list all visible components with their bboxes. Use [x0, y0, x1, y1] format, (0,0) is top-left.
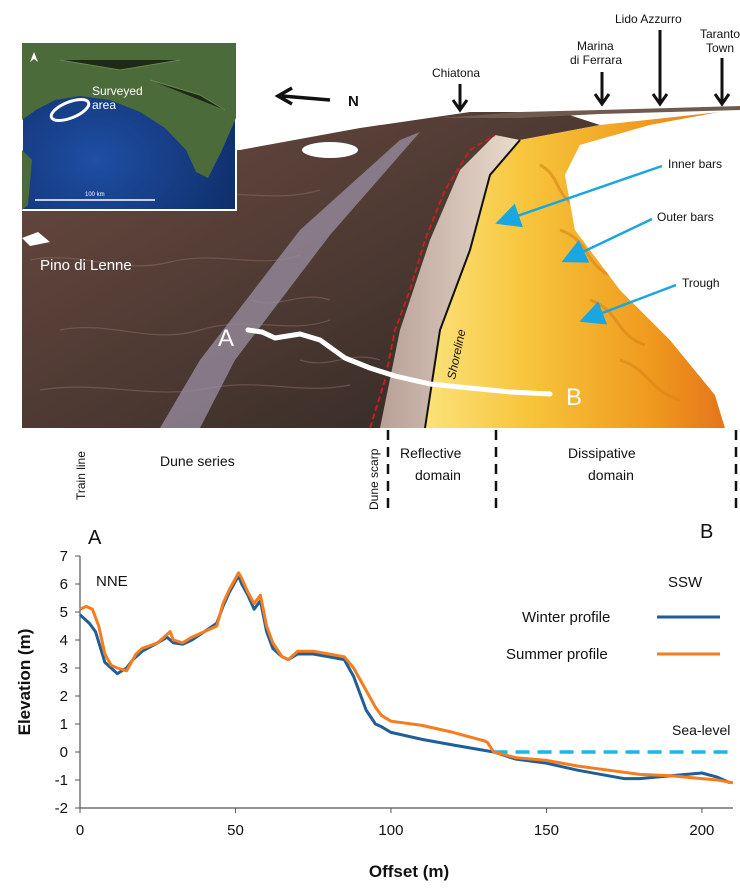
y-tick-label: 2 — [60, 688, 68, 705]
surveyed-label-line1: Surveyed — [92, 84, 143, 98]
corner-label-a: A — [88, 527, 102, 549]
ssw-annotation: SSW — [668, 574, 703, 591]
marina-arrow — [593, 72, 611, 107]
place-markers: Chiatona Marina di Ferrara Lido Azzurro … — [432, 12, 740, 113]
outer-bars-arrow — [561, 217, 653, 263]
taranto-label-line1: Taranto — [700, 27, 740, 41]
legend: Winter profile Summer profile — [506, 609, 720, 663]
transect-end-label: B — [566, 384, 582, 411]
transect-start-label: A — [218, 325, 234, 352]
nne-annotation: NNE — [96, 573, 128, 590]
train-line-label: Train line — [74, 451, 88, 500]
legend-winter-label: Winter profile — [522, 609, 610, 626]
lido-azzurro-label: Lido Azzurro — [615, 12, 682, 26]
chiatona-arrow — [451, 84, 469, 113]
distant-coast — [440, 106, 740, 118]
domain-labels: Train line Dune series Dune scarp Reflec… — [74, 445, 636, 510]
inner-bars-arrow — [495, 164, 663, 228]
chiatona-label: Chiatona — [432, 66, 480, 80]
x-tick-label: 200 — [689, 822, 714, 839]
dune-scarp-label: Dune scarp — [367, 448, 381, 510]
x-axis-title: Offset (m) — [369, 862, 449, 881]
x-tick-label: 0 — [76, 822, 84, 839]
y-tick-label: 3 — [60, 660, 68, 677]
north-indicator: N — [274, 86, 359, 110]
summer-profile-line — [79, 571, 734, 785]
dissipative-zone — [425, 112, 725, 428]
x-tick-label: 150 — [534, 822, 559, 839]
trough-label: Trough — [682, 276, 720, 290]
feature-annotations: Inner bars Outer bars Trough — [495, 157, 722, 325]
x-tick-label: 100 — [378, 822, 403, 839]
train-line-strip — [160, 132, 420, 428]
marina-label-line1: Marina — [577, 39, 614, 53]
inset-scale-label: 100 km — [85, 192, 105, 198]
winter-profile-line — [78, 574, 731, 785]
taranto-label-line2: Town — [706, 41, 734, 55]
x-tick-label: 50 — [227, 822, 244, 839]
domain-separators — [386, 430, 738, 510]
surveyed-area-marker — [49, 97, 91, 123]
north-arrow-icon — [274, 86, 331, 106]
corner-label-b: B — [700, 521, 713, 543]
lido-arrow — [651, 30, 669, 107]
pino-di-lenne-label: Pino di Lenne — [40, 257, 132, 274]
taranto-arrow — [713, 58, 731, 107]
y-tick-label: 6 — [60, 576, 68, 593]
marina-label-line2: di Ferrara — [570, 53, 622, 67]
haze-patch — [302, 142, 358, 158]
aerial-view-panel: A B Shoreline Pino di Lenne Chiatona Mar… — [21, 12, 740, 510]
surveyed-label-line2: area — [92, 98, 116, 112]
trough-arrow — [579, 283, 677, 325]
reflective-label-line2: domain — [415, 467, 461, 483]
compass-icon — [30, 52, 38, 62]
dune-series-label: Dune series — [160, 453, 235, 469]
reflective-label-line1: Reflective — [400, 445, 462, 461]
chart-axes: -2 -1 0 1 2 3 4 5 6 7 0 50 100 150 200 — [55, 548, 733, 839]
inset-land — [22, 43, 236, 178]
inner-bars-label: Inner bars — [668, 157, 722, 171]
y-axis-title: Elevation (m) — [15, 629, 34, 736]
inset-land-west — [22, 150, 32, 210]
profile-chart: A B -2 -1 0 1 2 3 4 5 6 7 0 50 100 150 200 NNE SSW Sea… — [15, 521, 734, 881]
y-tick-label: 5 — [60, 604, 68, 621]
y-tick-label: -1 — [55, 772, 68, 789]
sea-level-label: Sea-level — [672, 722, 730, 738]
y-tick-label: 4 — [60, 632, 68, 649]
y-tick-label: -2 — [55, 800, 68, 817]
shoreline-line — [424, 139, 521, 429]
haze-patch-left — [22, 232, 50, 246]
outer-bars-label: Outer bars — [657, 210, 714, 224]
legend-summer-label: Summer profile — [506, 646, 608, 663]
inset-map: Surveyed area 100 km — [21, 42, 237, 211]
dissipative-label-line2: domain — [588, 467, 634, 483]
dissipative-label-line1: Dissipative — [568, 445, 636, 461]
transect-line — [245, 327, 553, 397]
north-label: N — [348, 93, 359, 110]
y-tick-label: 7 — [60, 548, 68, 565]
y-tick-label: 1 — [60, 716, 68, 733]
series-layer — [78, 571, 734, 785]
y-tick-label: 0 — [60, 744, 68, 761]
sea-white — [565, 110, 730, 428]
